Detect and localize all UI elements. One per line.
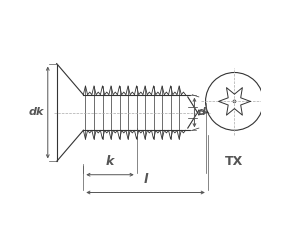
Text: l: l [143,173,148,186]
Text: dk: dk [29,108,44,117]
Text: d: d [198,108,206,117]
Text: TX: TX [225,155,244,168]
Text: k: k [106,155,114,168]
